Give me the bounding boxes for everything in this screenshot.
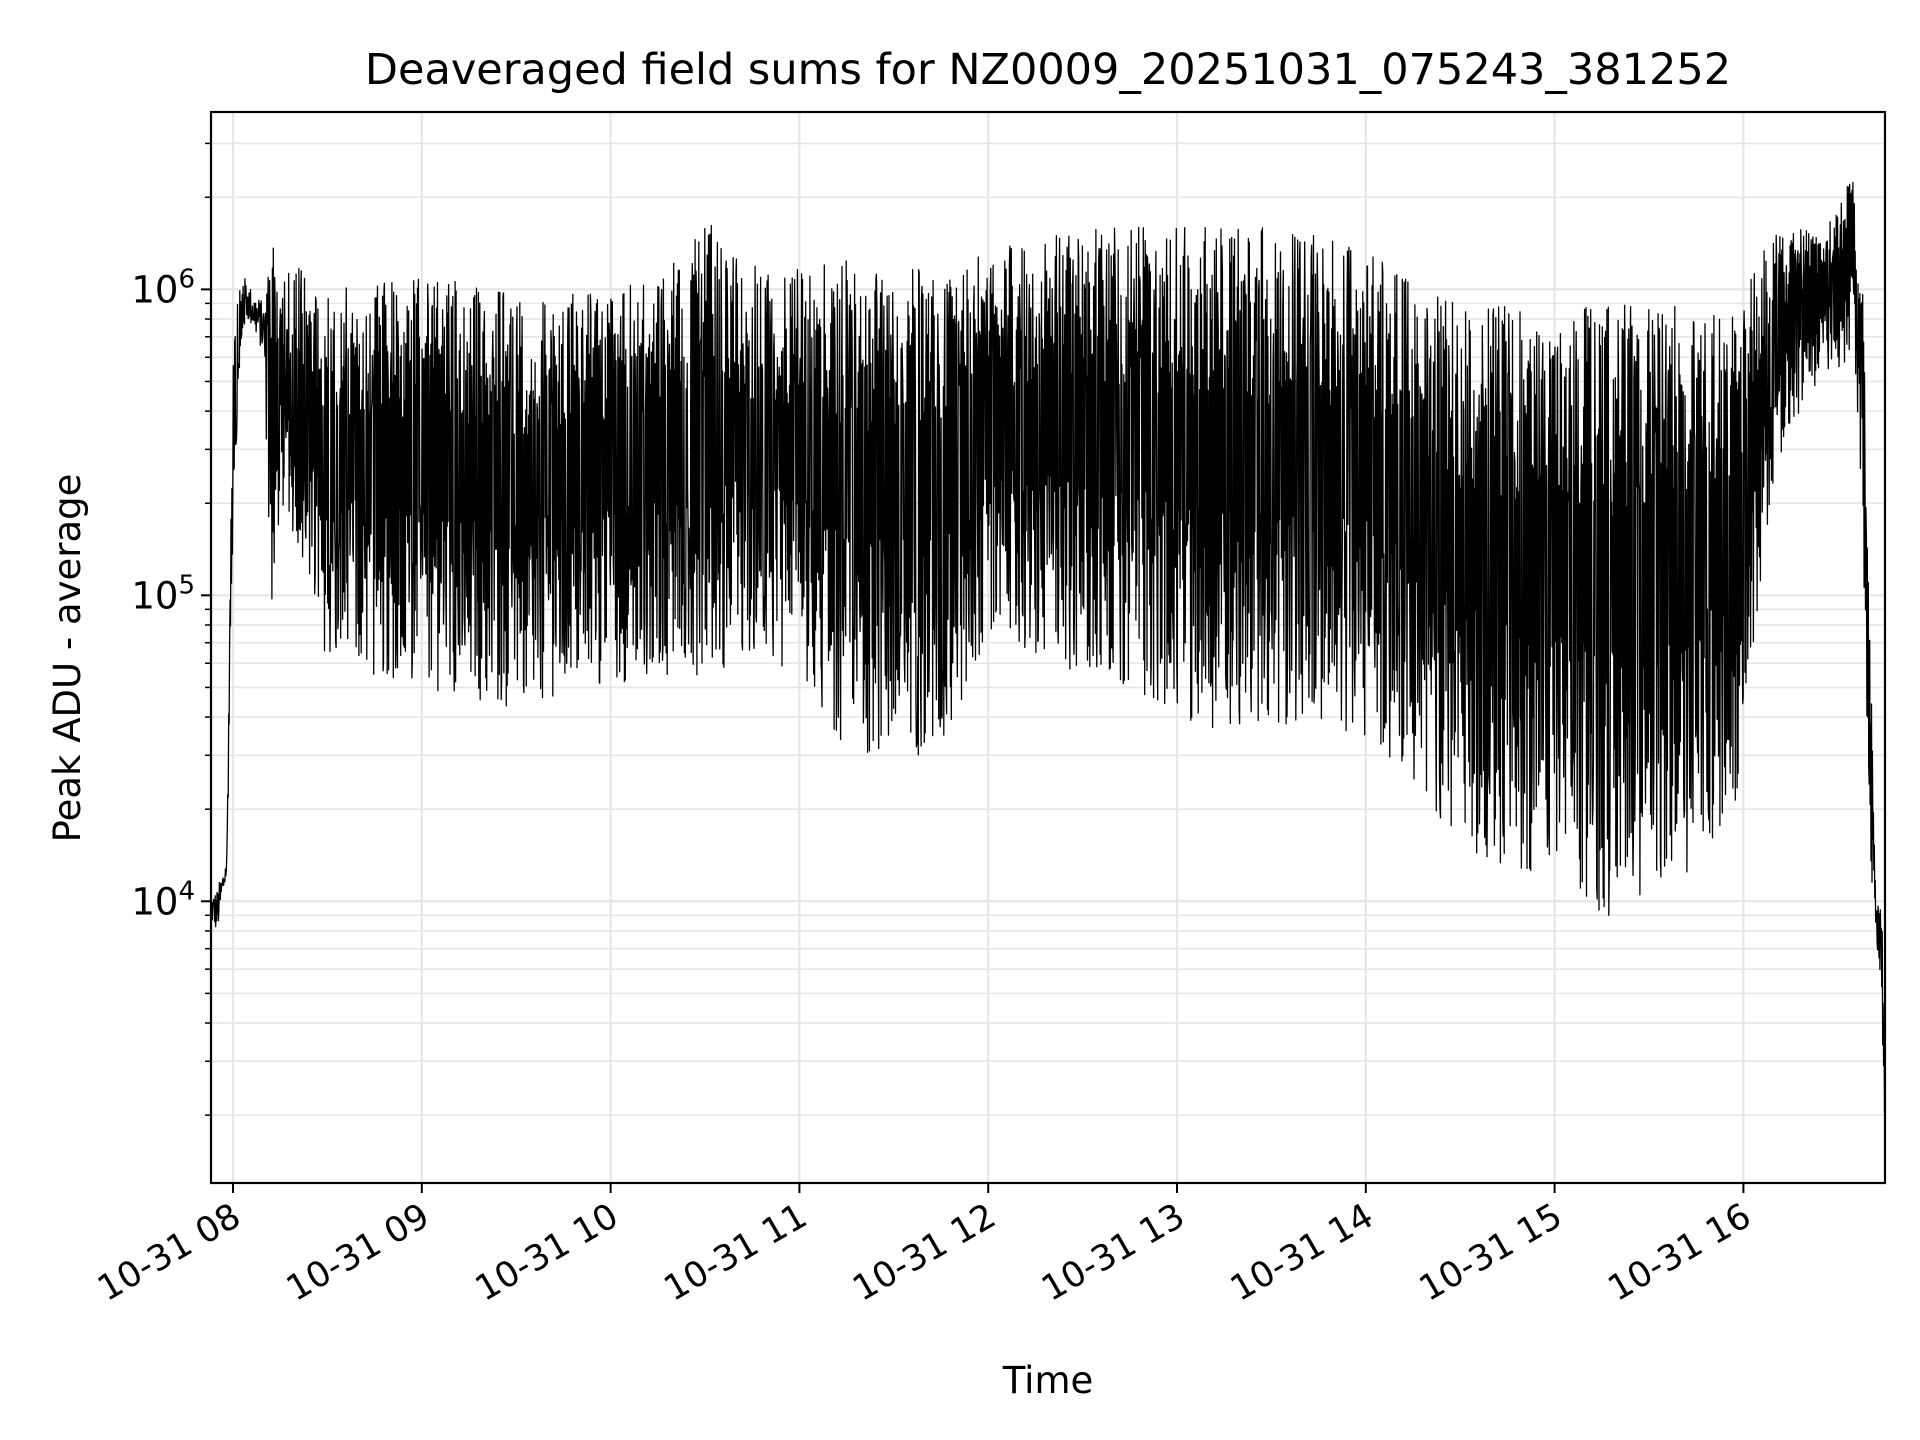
series-line [211, 181, 1885, 1114]
plot-area [211, 181, 1885, 1114]
y-axis-label: Peak ADU - average [46, 474, 89, 843]
plot-frame [209, 110, 1887, 1185]
x-axis-label: Time [1002, 1359, 1094, 1402]
chart-title: Deaveraged field sums for NZ0009_2025103… [365, 45, 1731, 95]
y-tick-label: 105 [131, 570, 195, 617]
y-axis: 104 105 106 [131, 142, 211, 1116]
y-tick-label: 106 [131, 264, 195, 311]
y-tick-label: 104 [131, 876, 195, 923]
